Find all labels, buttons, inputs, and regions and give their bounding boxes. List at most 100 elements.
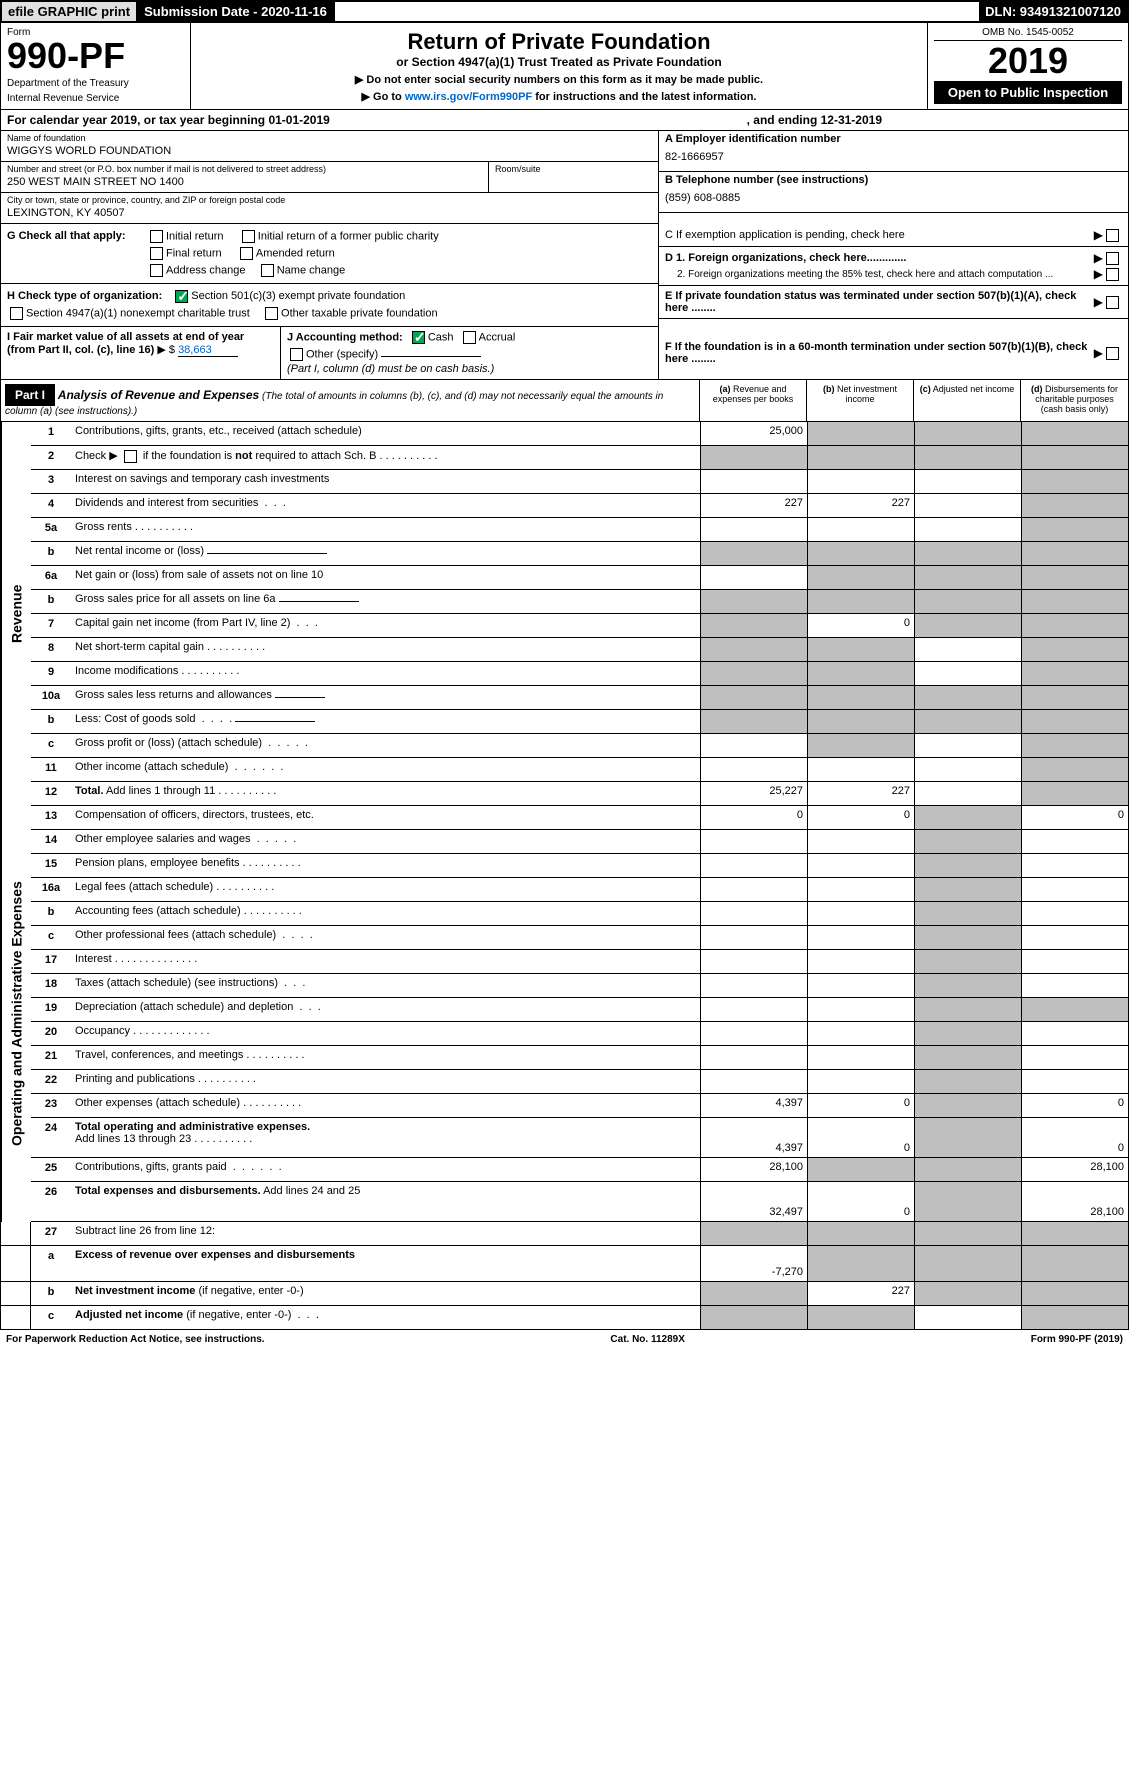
expenses-side-label: Operating and Administrative Expenses [1,806,31,1222]
table-row: 3Interest on savings and temporary cash … [31,470,1128,494]
other-method-checkbox[interactable] [290,348,303,361]
table-row: bNet investment income (if negative, ent… [1,1282,1128,1306]
d-block: D 1. Foreign organizations, check here..… [659,247,1128,286]
telephone-value: (859) 608-0885 [665,186,1122,210]
cal-year-end: , and ending 12-31-2019 [747,113,882,127]
submission-date: Submission Date - 2020-11-16 [138,2,335,21]
paperwork-notice: For Paperwork Reduction Act Notice, see … [6,1334,265,1345]
tax-year: 2019 [934,41,1122,81]
part1-title: Analysis of Revenue and Expenses [58,388,259,402]
omb-number: OMB No. 1545-0052 [934,27,1122,41]
table-row: 5aGross rents [31,518,1128,542]
page-footer: For Paperwork Reduction Act Notice, see … [0,1330,1129,1349]
table-row: 17Interest . . . . [31,950,1128,974]
fair-market-value[interactable]: 38,663 [178,344,238,357]
foundation-info: Name of foundation WIGGYS WORLD FOUNDATI… [0,131,1129,224]
table-row: 21Travel, conferences, and meetings [31,1046,1128,1070]
header-center: Return of Private Foundation or Section … [191,23,928,109]
table-row: 14Other employee salaries and wages . . … [31,830,1128,854]
col-c-header: (c) Adjusted net income [914,380,1021,421]
open-to-public: Open to Public Inspection [934,81,1122,104]
form-ref: Form 990-PF (2019) [1031,1334,1123,1345]
cat-number: Cat. No. 11289X [610,1334,684,1345]
other-taxable-checkbox[interactable] [265,307,278,320]
terminated-checkbox[interactable] [1106,296,1119,309]
table-row: 20Occupancy . . . [31,1022,1128,1046]
table-row: 1Contributions, gifts, grants, etc., rec… [31,422,1128,446]
table-row: 10aGross sales less returns and allowanc… [31,686,1128,710]
form-subtitle: or Section 4947(a)(1) Trust Treated as P… [197,55,921,69]
table-row: 6aNet gain or (loss) from sale of assets… [31,566,1128,590]
name-change-checkbox[interactable] [261,264,274,277]
irs-link[interactable]: www.irs.gov/Form990PF [405,91,532,103]
top-bar: efile GRAPHIC print Submission Date - 20… [0,0,1129,23]
table-row: bNet rental income or (loss) [31,542,1128,566]
table-row: cOther professional fees (attach schedul… [31,926,1128,950]
table-row: 15Pension plans, employee benefits [31,854,1128,878]
name-field: Name of foundation WIGGYS WORLD FOUNDATI… [1,131,658,162]
accrual-checkbox[interactable] [463,331,476,344]
foreign-85-checkbox[interactable] [1106,268,1119,281]
check-section: G Check all that apply: Initial return I… [0,224,1129,327]
part1-label: Part I [5,384,55,406]
col-d-header: (d) Disbursements for charitable purpose… [1021,380,1128,421]
table-row: 12Total. Add lines 1 through 11 25,22722… [31,782,1128,806]
col-a-header: (a) (a) Revenue and expenses per booksRe… [700,380,807,421]
e-block: E If private foundation status was termi… [659,286,1128,319]
revenue-table: Revenue 1Contributions, gifts, grants, e… [0,422,1129,1330]
form-number: 990-PF [7,38,184,74]
table-row: 22Printing and publications [31,1070,1128,1094]
table-row: 7Capital gain net income (from Part IV, … [31,614,1128,638]
exemption-pending-checkbox[interactable] [1106,229,1119,242]
part1-header-row: Part I Analysis of Revenue and Expenses … [0,380,1129,422]
foundation-name: WIGGYS WORLD FOUNDATION [7,143,652,159]
calendar-year-row: For calendar year 2019, or tax year begi… [0,110,1129,131]
table-row: 27Subtract line 26 from line 12: [1,1222,1128,1246]
table-row: 9Income modifications [31,662,1128,686]
form-header: Form 990-PF Department of the Treasury I… [0,23,1129,110]
city-field: City or town, state or province, country… [1,193,658,224]
table-row: 8Net short-term capital gain [31,638,1128,662]
table-row: bLess: Cost of goods sold . . . . [31,710,1128,734]
table-row: 16aLegal fees (attach schedule) [31,878,1128,902]
address-field: Number and street (or P.O. box number if… [1,162,488,193]
table-row: 11Other income (attach schedule) . . . .… [31,758,1128,782]
g-checks: G Check all that apply: Initial return I… [1,224,658,284]
foreign-org-checkbox[interactable] [1106,252,1119,265]
table-row: bGross sales price for all assets on lin… [31,590,1128,614]
ein-value: 82-1666957 [665,145,1122,169]
initial-return-checkbox[interactable] [150,230,163,243]
table-row: 26Total expenses and disbursements. Add … [31,1182,1128,1222]
table-row: 18Taxes (attach schedule) (see instructi… [31,974,1128,998]
501c3-checkbox[interactable] [175,290,188,303]
table-row: 25Contributions, gifts, grants paid . . … [31,1158,1128,1182]
table-row: 13Compensation of officers, directors, t… [31,806,1128,830]
final-return-checkbox[interactable] [150,247,163,260]
efile-label: efile GRAPHIC print [2,2,138,21]
room-field: Room/suite [488,162,658,193]
instruction-1: ▶ Do not enter social security numbers o… [197,73,921,86]
table-row: bAccounting fees (attach schedule) [31,902,1128,926]
foundation-address: 250 WEST MAIN STREET NO 1400 [7,174,482,190]
4947-checkbox[interactable] [10,307,23,320]
cash-checkbox[interactable] [412,331,425,344]
table-row: 23Other expenses (attach schedule) 4,397… [31,1094,1128,1118]
foundation-city: LEXINGTON, KY 40507 [7,205,652,221]
revenue-side-label: Revenue [1,422,31,806]
instruction-2: ▶ Go to www.irs.gov/Form990PF for instru… [197,90,921,103]
table-row: 4Dividends and interest from securities … [31,494,1128,518]
60month-checkbox[interactable] [1106,347,1119,360]
telephone-field: B Telephone number (see instructions) (8… [659,172,1128,213]
table-row: 2Check ▶ if the foundation is not requir… [31,446,1128,470]
i-block: I Fair market value of all assets at end… [1,327,281,379]
ein-field: A Employer identification number 82-1666… [659,131,1128,172]
c-block: C If exemption application is pending, c… [659,224,1128,247]
address-change-checkbox[interactable] [150,264,163,277]
table-row: cGross profit or (loss) (attach schedule… [31,734,1128,758]
table-row: cAdjusted net income (if negative, enter… [1,1306,1128,1330]
table-row: 24Total operating and administrative exp… [31,1118,1128,1158]
amended-return-checkbox[interactable] [240,247,253,260]
header-right: OMB No. 1545-0052 2019 Open to Public In… [928,23,1128,109]
initial-former-checkbox[interactable] [242,230,255,243]
cal-year-begin: For calendar year 2019, or tax year begi… [7,113,330,127]
